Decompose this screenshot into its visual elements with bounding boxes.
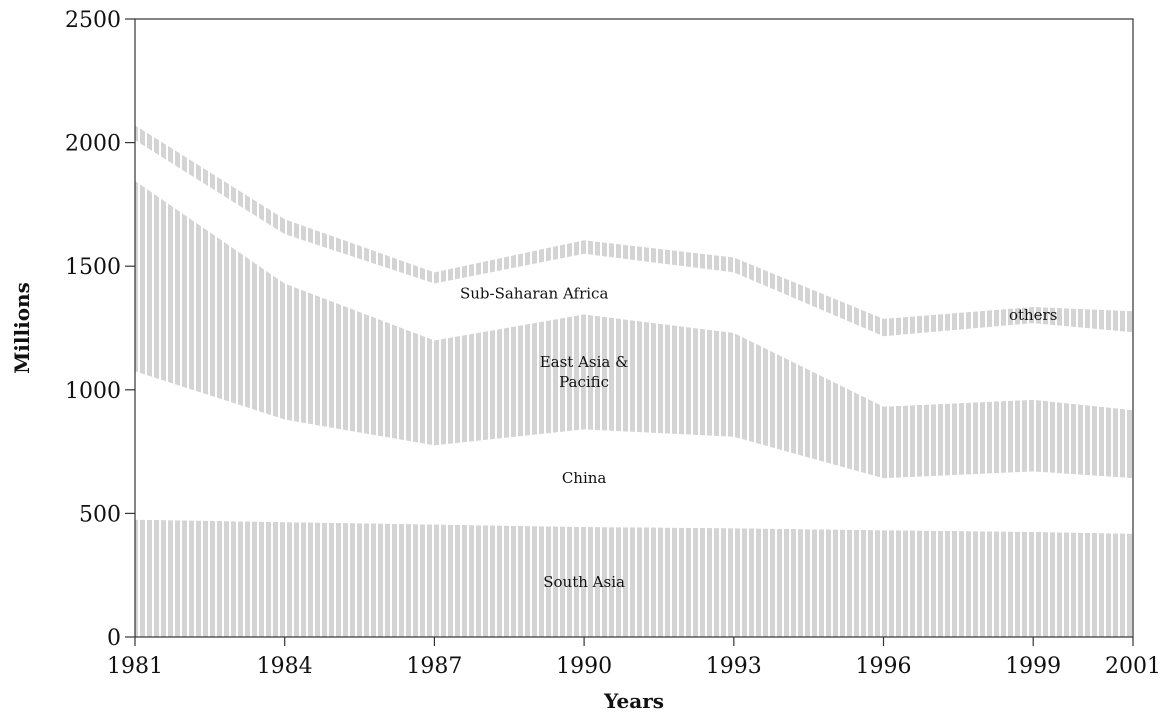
x-tick-label-6: 1999: [1005, 654, 1061, 679]
axes: 0 500 1000 1500 2000 2500 1981 1984 1987 1990 1993…: [65, 8, 1161, 679]
y-tick-label-3: 1500: [65, 255, 121, 280]
region-label-4-0: others: [1009, 306, 1057, 324]
y-tick-label-0: 0: [107, 626, 121, 651]
area-band-1: [135, 371, 1133, 534]
region-label-2-1: Pacific: [559, 373, 609, 391]
stacked-areas: [135, 125, 1133, 637]
x-tick-label-3: 1990: [556, 654, 612, 679]
region-label-1-0: China: [562, 469, 607, 487]
x-axis-title: Years: [603, 689, 664, 713]
area-band-4: [135, 125, 1133, 337]
y-tick-label-1: 500: [79, 502, 121, 527]
x-tick-label-7: 2001: [1105, 654, 1161, 679]
area-band-3: [135, 140, 1133, 411]
x-tick-label-4: 1993: [706, 654, 762, 679]
x-tick-label-1: 1984: [257, 654, 313, 679]
region-label-3-0: Sub-Saharan Africa: [460, 284, 608, 302]
y-tick-label-4: 2000: [65, 132, 121, 157]
y-tick-label-5: 2500: [65, 8, 121, 33]
plot-frame: [134, 18, 1134, 638]
x-tick-label-0: 1981: [107, 654, 163, 679]
region-label-0-0: South Asia: [543, 573, 625, 591]
y-axis-title: Millions: [10, 282, 34, 374]
region-labels: South Asia China East Asia & Pacific Sub-Sah…: [460, 284, 1057, 591]
x-tick-label-2: 1987: [406, 654, 462, 679]
x-tick-label-5: 1996: [856, 654, 912, 679]
area-band-0: [135, 519, 1133, 637]
region-label-2-0: East Asia &: [540, 353, 629, 371]
area-band-2: [135, 180, 1133, 479]
y-tick-label-2: 1000: [65, 379, 121, 404]
